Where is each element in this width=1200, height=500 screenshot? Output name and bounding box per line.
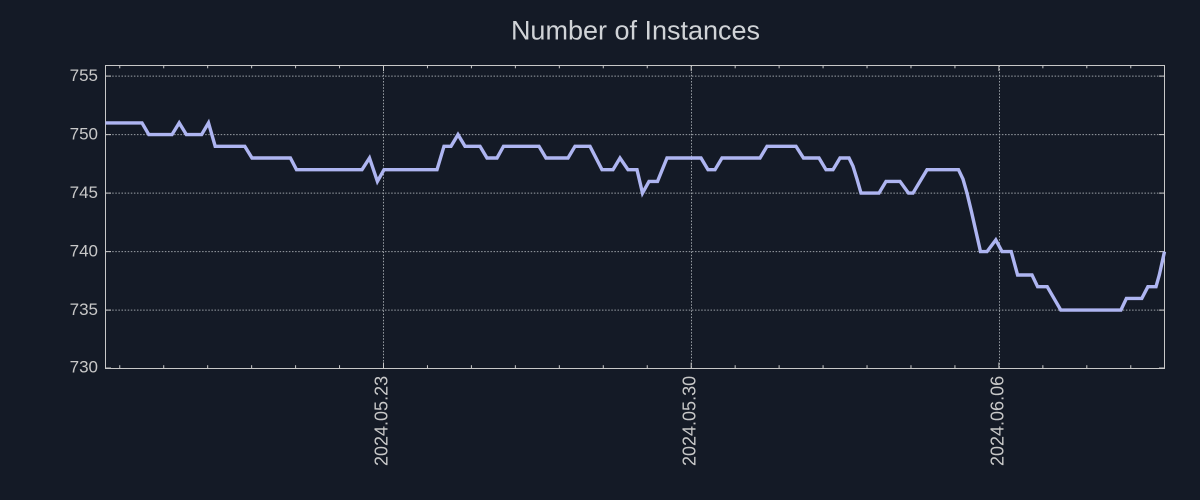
svg-text:Number of Instances: Number of Instances [511,16,760,46]
svg-text:730: 730 [70,358,98,377]
svg-text:2024.05.23: 2024.05.23 [372,376,392,466]
svg-text:2024.05.30: 2024.05.30 [680,376,700,466]
svg-text:745: 745 [70,183,98,202]
svg-text:2024.06.06: 2024.06.06 [988,376,1008,466]
svg-text:755: 755 [70,66,98,85]
svg-text:750: 750 [70,124,98,143]
svg-text:735: 735 [70,300,98,319]
svg-text:740: 740 [70,241,98,260]
